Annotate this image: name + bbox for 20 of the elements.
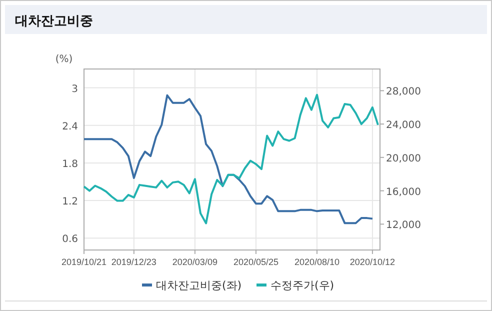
x-tick-label: 2020/03/09	[172, 257, 218, 267]
y-tick-label: 1.2	[62, 196, 78, 208]
y2-tick-label: 20,000	[386, 153, 421, 164]
y-tick-label: 0.6	[62, 234, 78, 246]
y-tick-label: 1.8	[62, 158, 78, 170]
chart-title: 대차잔고비중	[15, 14, 93, 29]
x-tick-label: 2020/10/12	[350, 257, 395, 267]
legend-label: 대차잔고비중(좌)	[156, 279, 242, 292]
y-tick-label: 2.4	[62, 121, 78, 132]
y2-tick-label: 28,000	[386, 86, 421, 98]
y2-tick-label: 16,000	[386, 186, 421, 198]
y-axis-title: (%)	[55, 54, 73, 65]
x-tick-label: 2019/10/21	[61, 257, 107, 267]
y2-tick-label: 24,000	[386, 120, 421, 132]
x-tick-label: 2020/05/25	[233, 257, 278, 267]
x-tick-label: 2020/08/10	[294, 257, 340, 267]
y-tick-label: 3	[72, 84, 78, 95]
legend-label: 수정주가(우)	[270, 279, 334, 292]
y2-tick-label: 12,000	[386, 220, 421, 232]
x-tick-label: 2019/12/23	[111, 257, 156, 267]
